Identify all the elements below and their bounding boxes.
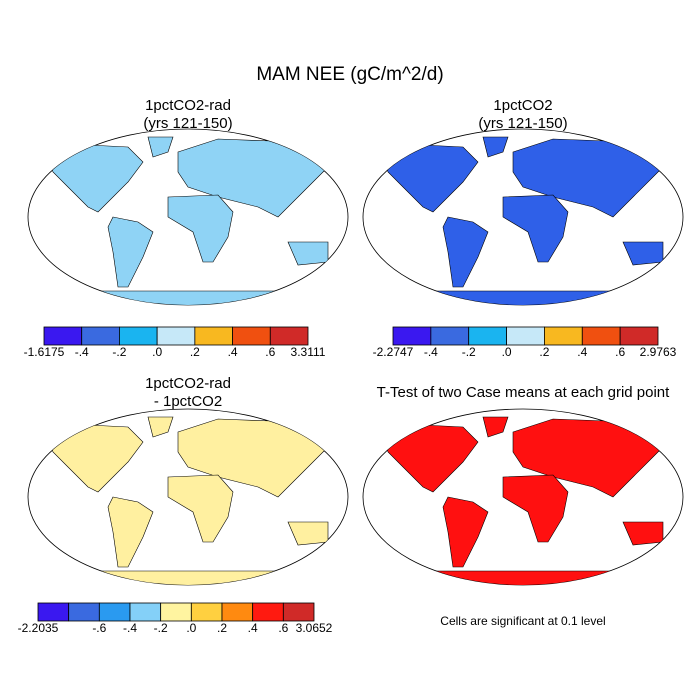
map xyxy=(362,408,684,586)
colorbar-label: .6 xyxy=(265,345,275,359)
colorbar-box xyxy=(43,326,83,346)
colorbar-label: -.4 xyxy=(424,345,438,359)
panel-title: (yrs 121-150) xyxy=(143,115,232,132)
colorbar-box xyxy=(119,326,158,346)
colorbar-box xyxy=(156,326,196,346)
colorbar-label: -2.2035 xyxy=(18,621,59,635)
colorbar-label: -.4 xyxy=(123,621,137,635)
colorbar-label: .4 xyxy=(248,621,258,635)
colorbar-box xyxy=(37,602,70,622)
figure-title: MAM NEE (gC/m^2/d) xyxy=(256,64,443,85)
colorbar-label: .2 xyxy=(190,345,200,359)
colorbar-box xyxy=(392,326,432,346)
colorbar-label: .6 xyxy=(615,345,625,359)
colorbar-box xyxy=(81,326,120,346)
panel-title: T-Test of two Case means at each grid po… xyxy=(377,384,670,401)
colorbar-box xyxy=(252,602,284,622)
panel-title: 1pctCO2 xyxy=(493,97,552,114)
colorbar-label: -.2 xyxy=(154,621,168,635)
colorbar-label: -2.2747 xyxy=(373,345,414,359)
colorbar-label: .0 xyxy=(186,621,196,635)
colorbar-label: .2 xyxy=(539,345,549,359)
colorbar-label: 2.9763 xyxy=(640,345,677,359)
panel-title: 1pctCO2-rad xyxy=(145,97,231,114)
colorbar-box xyxy=(506,326,545,346)
colorbar-box xyxy=(544,326,583,346)
colorbar-label: .0 xyxy=(502,345,512,359)
colorbar-box xyxy=(221,602,254,622)
colorbar-label: .6 xyxy=(278,621,288,635)
colorbar-box xyxy=(160,602,192,622)
colorbar-label: .4 xyxy=(577,345,587,359)
colorbar-box xyxy=(190,602,223,622)
colorbar-box xyxy=(468,326,507,346)
colorbar-label: -.6 xyxy=(92,621,106,635)
colorbar-label: 3.0652 xyxy=(296,621,333,635)
colorbar-label: 3.3111 xyxy=(291,345,326,359)
colorbar-label: -.2 xyxy=(462,345,476,359)
panel-title: (yrs 121-150) xyxy=(478,115,567,132)
colorbar-label: -.2 xyxy=(112,345,126,359)
colorbar-box xyxy=(68,602,100,622)
colorbar-label: -1.6175 xyxy=(24,345,65,359)
colorbar-box xyxy=(430,326,470,346)
colorbar-label: -.4 xyxy=(75,345,89,359)
colorbar-box xyxy=(232,326,271,346)
map xyxy=(27,128,349,306)
map xyxy=(362,128,684,306)
map xyxy=(27,408,349,586)
panel-title: 1pctCO2-rad xyxy=(145,375,231,392)
colorbar-box xyxy=(619,326,659,346)
panel-title: - 1pctCO2 xyxy=(154,393,222,410)
colorbar-label: .0 xyxy=(152,345,162,359)
colorbar-label: .4 xyxy=(228,345,238,359)
colorbar-box xyxy=(269,326,309,346)
colorbar-box xyxy=(581,326,621,346)
colorbar-box xyxy=(282,602,315,622)
note: Cells are significant at 0.1 level xyxy=(440,614,605,628)
colorbar-box xyxy=(98,602,131,622)
colorbar-label: .2 xyxy=(217,621,227,635)
colorbar-box xyxy=(194,326,233,346)
colorbar-box xyxy=(129,602,162,622)
